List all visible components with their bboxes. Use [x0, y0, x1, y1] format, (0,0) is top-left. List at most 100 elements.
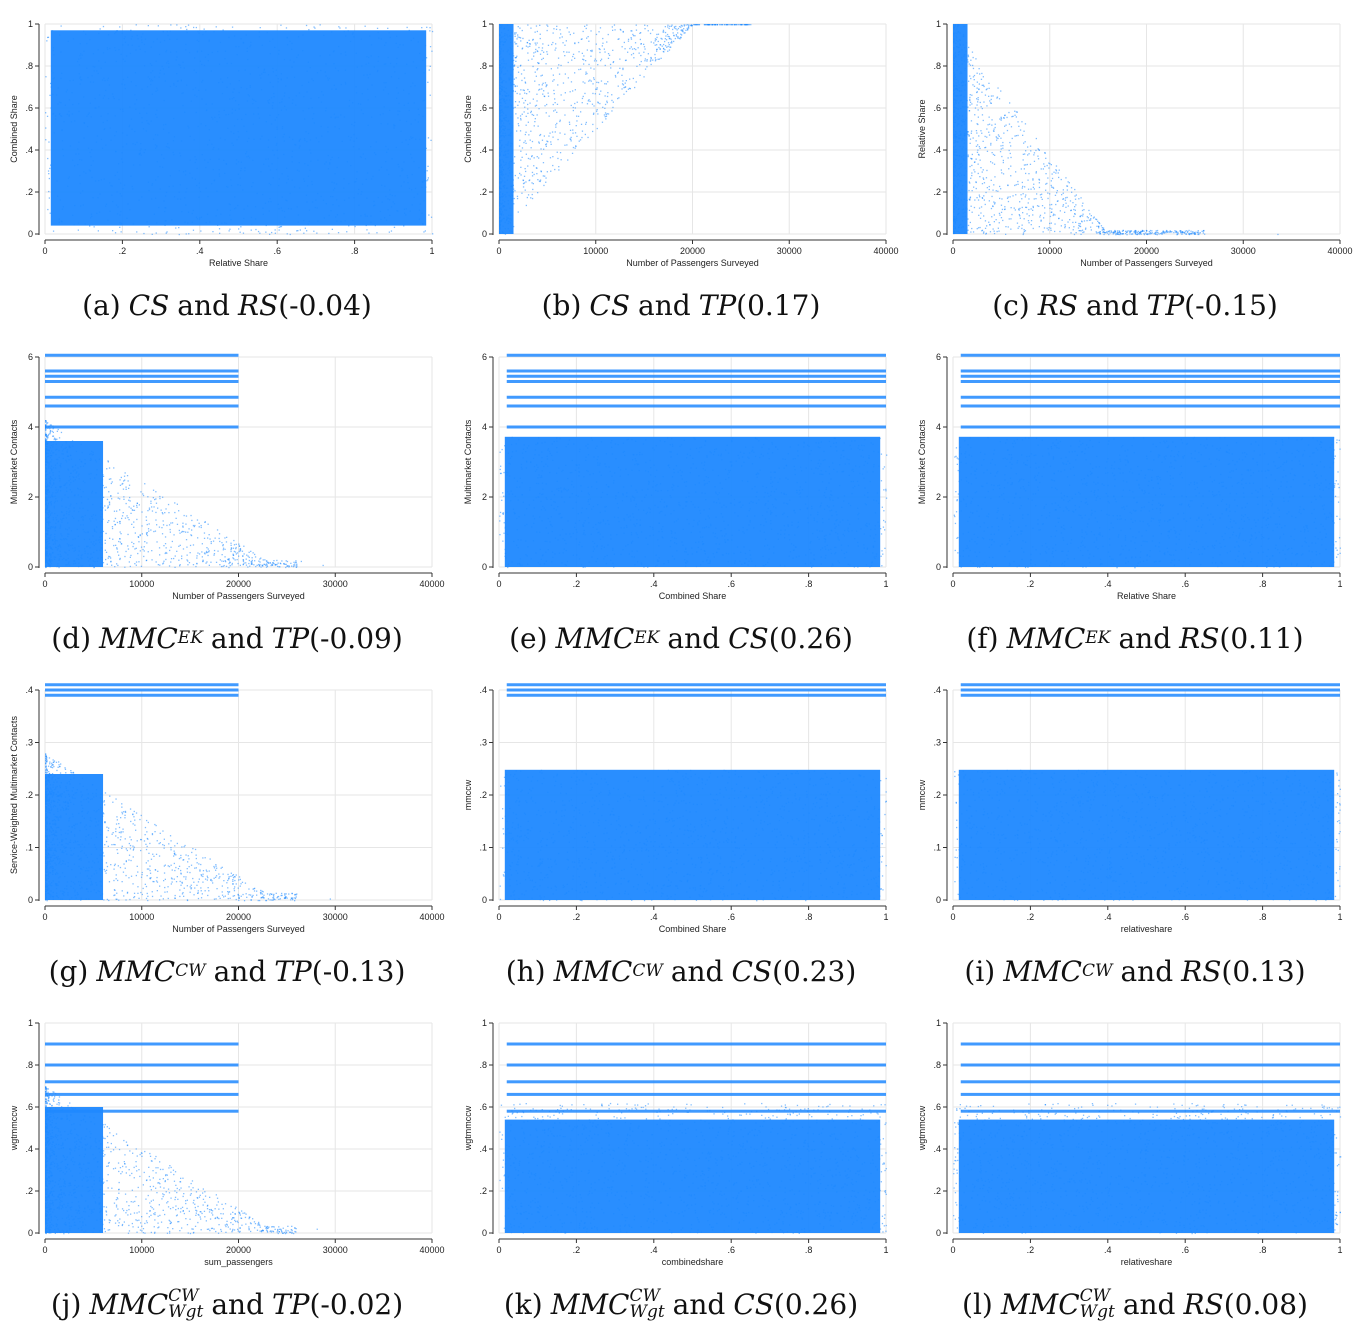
data-point — [206, 547, 208, 549]
data-point — [990, 95, 993, 97]
data-point — [1013, 207, 1015, 209]
data-point — [1096, 232, 1098, 234]
data-point — [151, 198, 153, 200]
data-point — [954, 220, 956, 222]
data-point — [1021, 198, 1023, 200]
data-point — [57, 428, 59, 431]
data-point — [510, 84, 512, 86]
data-point — [94, 107, 96, 109]
data-point — [79, 76, 82, 78]
data-point — [89, 169, 92, 172]
data-point — [276, 142, 278, 145]
data-point — [107, 113, 109, 115]
data-point — [643, 46, 646, 48]
data-point — [417, 108, 419, 110]
data-point — [78, 58, 80, 60]
data-point — [572, 109, 574, 112]
data-point — [999, 118, 1001, 120]
data-point — [1049, 193, 1051, 195]
data-point — [992, 153, 995, 156]
data-point — [582, 95, 584, 98]
data-point — [986, 150, 989, 152]
data-point — [512, 107, 515, 109]
data-point — [1135, 230, 1137, 232]
data-point — [265, 158, 267, 160]
data-point — [1103, 233, 1105, 236]
data-point — [520, 166, 522, 168]
data-point — [282, 136, 284, 138]
data-point — [1059, 230, 1061, 233]
data-point — [49, 212, 51, 214]
data-point — [502, 154, 505, 156]
data-point — [387, 209, 389, 211]
data-point — [512, 125, 514, 127]
data-point — [508, 169, 511, 172]
data-point — [232, 144, 234, 146]
data-point — [255, 100, 257, 102]
data-point — [1010, 145, 1012, 147]
data-point — [1112, 232, 1114, 234]
data-point — [291, 102, 294, 104]
data-point — [334, 187, 336, 189]
data-point — [407, 182, 409, 184]
data-point — [1025, 194, 1027, 196]
data-point — [387, 56, 389, 59]
data-point — [151, 64, 153, 66]
data-point — [1022, 134, 1024, 136]
data-point — [1081, 205, 1083, 207]
data-point — [592, 92, 594, 95]
data-point — [1052, 186, 1054, 189]
data-point — [959, 145, 961, 148]
data-point — [511, 80, 513, 83]
data-point — [289, 59, 291, 61]
data-point — [60, 115, 62, 117]
data-point — [1148, 231, 1150, 233]
data-point — [45, 127, 47, 129]
data-point — [598, 93, 601, 95]
data-point — [501, 173, 504, 175]
data-point — [426, 26, 428, 28]
data-point — [108, 84, 111, 86]
data-point — [1062, 189, 1064, 191]
data-point — [954, 56, 956, 58]
data-point — [105, 89, 107, 92]
data-point — [147, 181, 150, 183]
data-point — [953, 94, 955, 96]
data-point — [173, 154, 175, 156]
data-point — [954, 137, 956, 139]
data-point — [47, 543, 49, 545]
data-point — [407, 177, 409, 179]
data-point — [211, 116, 213, 118]
data-point — [266, 564, 268, 566]
data-point — [529, 102, 531, 104]
data-point — [82, 507, 84, 509]
data-point — [1134, 232, 1136, 234]
data-point — [503, 129, 505, 131]
data-point — [983, 182, 986, 184]
data-point — [49, 454, 52, 457]
data-point — [672, 28, 674, 31]
data-point — [1027, 188, 1030, 190]
data-point — [53, 77, 55, 79]
data-point — [62, 448, 65, 450]
data-point — [145, 532, 148, 534]
data-point — [992, 228, 994, 230]
data-point — [308, 81, 310, 83]
data-point — [956, 113, 958, 115]
data-point — [617, 97, 619, 100]
data-point — [403, 181, 405, 183]
data-point — [369, 35, 371, 37]
data-point — [375, 141, 377, 143]
data-point — [563, 51, 565, 53]
data-point — [1000, 204, 1003, 206]
data-point — [954, 76, 956, 78]
data-point — [125, 486, 127, 488]
data-point — [522, 186, 525, 188]
data-point — [723, 24, 726, 26]
data-point — [106, 48, 109, 51]
x-tick-label: 0 — [496, 246, 501, 256]
data-point — [668, 44, 670, 46]
data-point — [1019, 207, 1021, 210]
data-point — [955, 194, 958, 196]
data-point — [517, 177, 519, 179]
